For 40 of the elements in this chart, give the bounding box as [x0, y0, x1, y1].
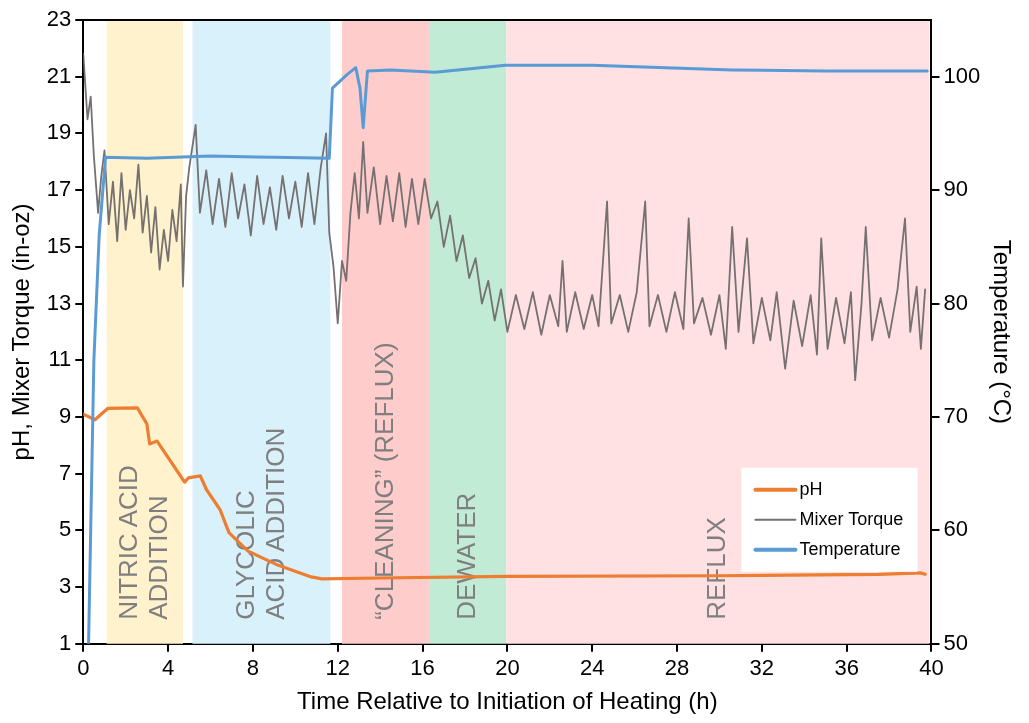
y-tick-label: 11: [48, 346, 72, 372]
x-tick-label: 24: [579, 655, 605, 681]
band-label: DEWATER: [450, 492, 481, 620]
band-label: NITRIC ACID ADDITION: [112, 465, 173, 620]
legend-label: Mixer Torque: [799, 508, 904, 529]
y-tick-label: 3: [59, 573, 72, 599]
x-tick-label: 20: [495, 655, 520, 681]
y2-axis-title: Temperature (°C): [988, 239, 1016, 425]
y-axis-title: pH, Mixer Torque (in-oz): [7, 203, 35, 461]
y-tick-label: 21: [46, 62, 72, 88]
y-tick-label: 5: [59, 516, 72, 542]
x-tick-label: 4: [161, 655, 175, 681]
y2-tick-label: 80: [943, 289, 968, 315]
x-tick-label: 16: [410, 655, 435, 681]
band-label: REFLUX: [701, 517, 732, 620]
y-tick-label: 1: [59, 629, 72, 655]
y-tick-label: 13: [46, 289, 72, 315]
y-tick-label: 17: [46, 176, 72, 202]
band-label: GLYCOLIC ACID ADDITION: [229, 427, 290, 620]
x-tick-label: 36: [834, 655, 859, 681]
x-axis-title: Time Relative to Initiation of Heating (h): [297, 687, 718, 715]
y2-tick-label: 50: [943, 629, 968, 655]
x-tick-label: 32: [749, 655, 775, 681]
legend-label: pH: [799, 478, 823, 499]
y-tick-label: 15: [46, 232, 72, 258]
x-tick-label: 8: [246, 655, 260, 681]
y-tick-label: 9: [59, 403, 72, 429]
x-tick-label: 40: [919, 655, 944, 681]
y2-tick-label: 90: [943, 176, 968, 202]
y2-tick-label: 60: [943, 516, 968, 542]
band-label: “CLEANING” (REFLUX): [368, 342, 399, 620]
x-tick-label: 28: [664, 655, 690, 681]
y2-tick-label: 100: [943, 62, 981, 88]
y-tick-label: 19: [46, 119, 72, 145]
legend-label: Temperature: [799, 538, 901, 559]
y-tick-label: 23: [46, 6, 72, 32]
x-tick-label: 0: [77, 655, 90, 681]
y2-tick-label: 70: [943, 403, 968, 429]
y-tick-label: 7: [59, 459, 72, 485]
x-tick-label: 12: [325, 655, 350, 681]
